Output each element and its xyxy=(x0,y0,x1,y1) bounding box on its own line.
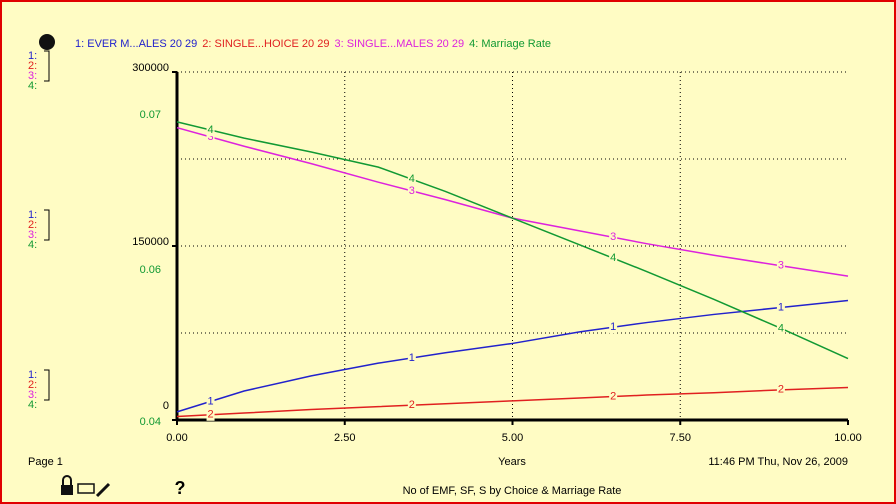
series-marker: 1 xyxy=(610,321,616,333)
series-key: 4: xyxy=(28,80,37,92)
y2-tick-label: 0.04 xyxy=(140,416,161,428)
legend-entry: 2: SINGLE...HOICE 20 29 xyxy=(202,38,329,50)
key-bracket xyxy=(44,209,50,241)
graph-icon[interactable] xyxy=(39,34,55,50)
key-bracket xyxy=(44,50,50,82)
legend-entry: 1: EVER M...ALES 20 29 xyxy=(75,38,197,50)
lock-shackle xyxy=(62,475,72,485)
series-key: 1: xyxy=(28,369,37,381)
series-marker: 1 xyxy=(409,352,415,364)
footer-title: No of EMF, SF, S by Choice & Marriage Ra… xyxy=(403,485,622,497)
series-marker: 1 xyxy=(207,395,213,407)
marker-bg xyxy=(407,184,416,197)
y2-tick-label: 0.06 xyxy=(140,264,161,276)
x-tick-label: 7.50 xyxy=(670,432,691,444)
series-marker: 2 xyxy=(409,399,415,411)
legend-entry: 4: Marriage Rate xyxy=(469,38,551,50)
lock-icon[interactable] xyxy=(61,485,73,495)
print-icon[interactable] xyxy=(77,483,95,494)
x-tick-label: 0.00 xyxy=(166,432,187,444)
series-key: 3: xyxy=(28,70,37,82)
y-tick-label: 150000 xyxy=(132,236,169,248)
series-marker: 2 xyxy=(778,384,784,396)
series-marker: 1 xyxy=(778,301,784,313)
series-marker: 3 xyxy=(610,231,616,243)
y2-tick-label: 0.07 xyxy=(140,109,161,121)
marker-bg xyxy=(609,252,618,265)
series-key: 3: xyxy=(28,389,37,401)
marker-bg xyxy=(776,259,785,272)
series-marker: 4 xyxy=(778,322,784,334)
marker-bg xyxy=(776,383,785,396)
series-marker: 3 xyxy=(778,260,784,272)
series-key: 2: xyxy=(28,219,37,231)
marker-bg xyxy=(609,390,618,403)
x-tick-label: 2.50 xyxy=(334,432,355,444)
help-icon[interactable]: ? xyxy=(175,478,186,498)
series-key: 2: xyxy=(28,60,37,72)
marker-bg xyxy=(776,322,785,335)
series-key: 1: xyxy=(28,50,37,62)
series-line xyxy=(176,121,849,360)
series-marker: 4 xyxy=(207,124,213,136)
series-key: 4: xyxy=(28,239,37,251)
marker-bg xyxy=(206,124,215,136)
marker-bg xyxy=(609,321,618,334)
series-line xyxy=(176,299,849,413)
marker-bg xyxy=(206,395,215,408)
timestamp: 11:46 PM Thu, Nov 26, 2009 xyxy=(708,456,848,468)
wand-icon[interactable] xyxy=(95,482,111,498)
series-key: 2: xyxy=(28,379,37,391)
y-tick-label: 300000 xyxy=(132,62,169,74)
marker-bg xyxy=(407,351,416,364)
key-bracket xyxy=(44,369,50,401)
series-marker: 4 xyxy=(610,252,616,264)
marker-bg xyxy=(609,231,618,244)
series-marker: 4 xyxy=(409,173,415,185)
x-tick-label: 5.00 xyxy=(502,432,523,444)
y-tick-label: 0 xyxy=(163,400,169,412)
series-key: 3: xyxy=(28,229,37,241)
series-marker: 3 xyxy=(409,185,415,197)
marker-bg xyxy=(776,301,785,314)
page-label: Page 1 xyxy=(28,456,63,468)
series-marker: 2 xyxy=(207,409,213,421)
series-line xyxy=(176,386,849,418)
series-marker: 3 xyxy=(207,131,213,143)
x-tick-label: 10.00 xyxy=(834,432,862,444)
marker-bg xyxy=(407,173,416,186)
marker-bg xyxy=(206,408,215,421)
series-marker: 2 xyxy=(610,390,616,402)
toolbar: ? xyxy=(61,475,186,498)
x-axis-label: Years xyxy=(498,456,526,468)
series-key: 4: xyxy=(28,399,37,411)
legend-entry: 3: SINGLE...MALES 20 29 xyxy=(334,38,464,50)
marker-bg xyxy=(206,130,215,143)
series-key: 1: xyxy=(28,209,37,221)
marker-bg xyxy=(407,399,416,412)
